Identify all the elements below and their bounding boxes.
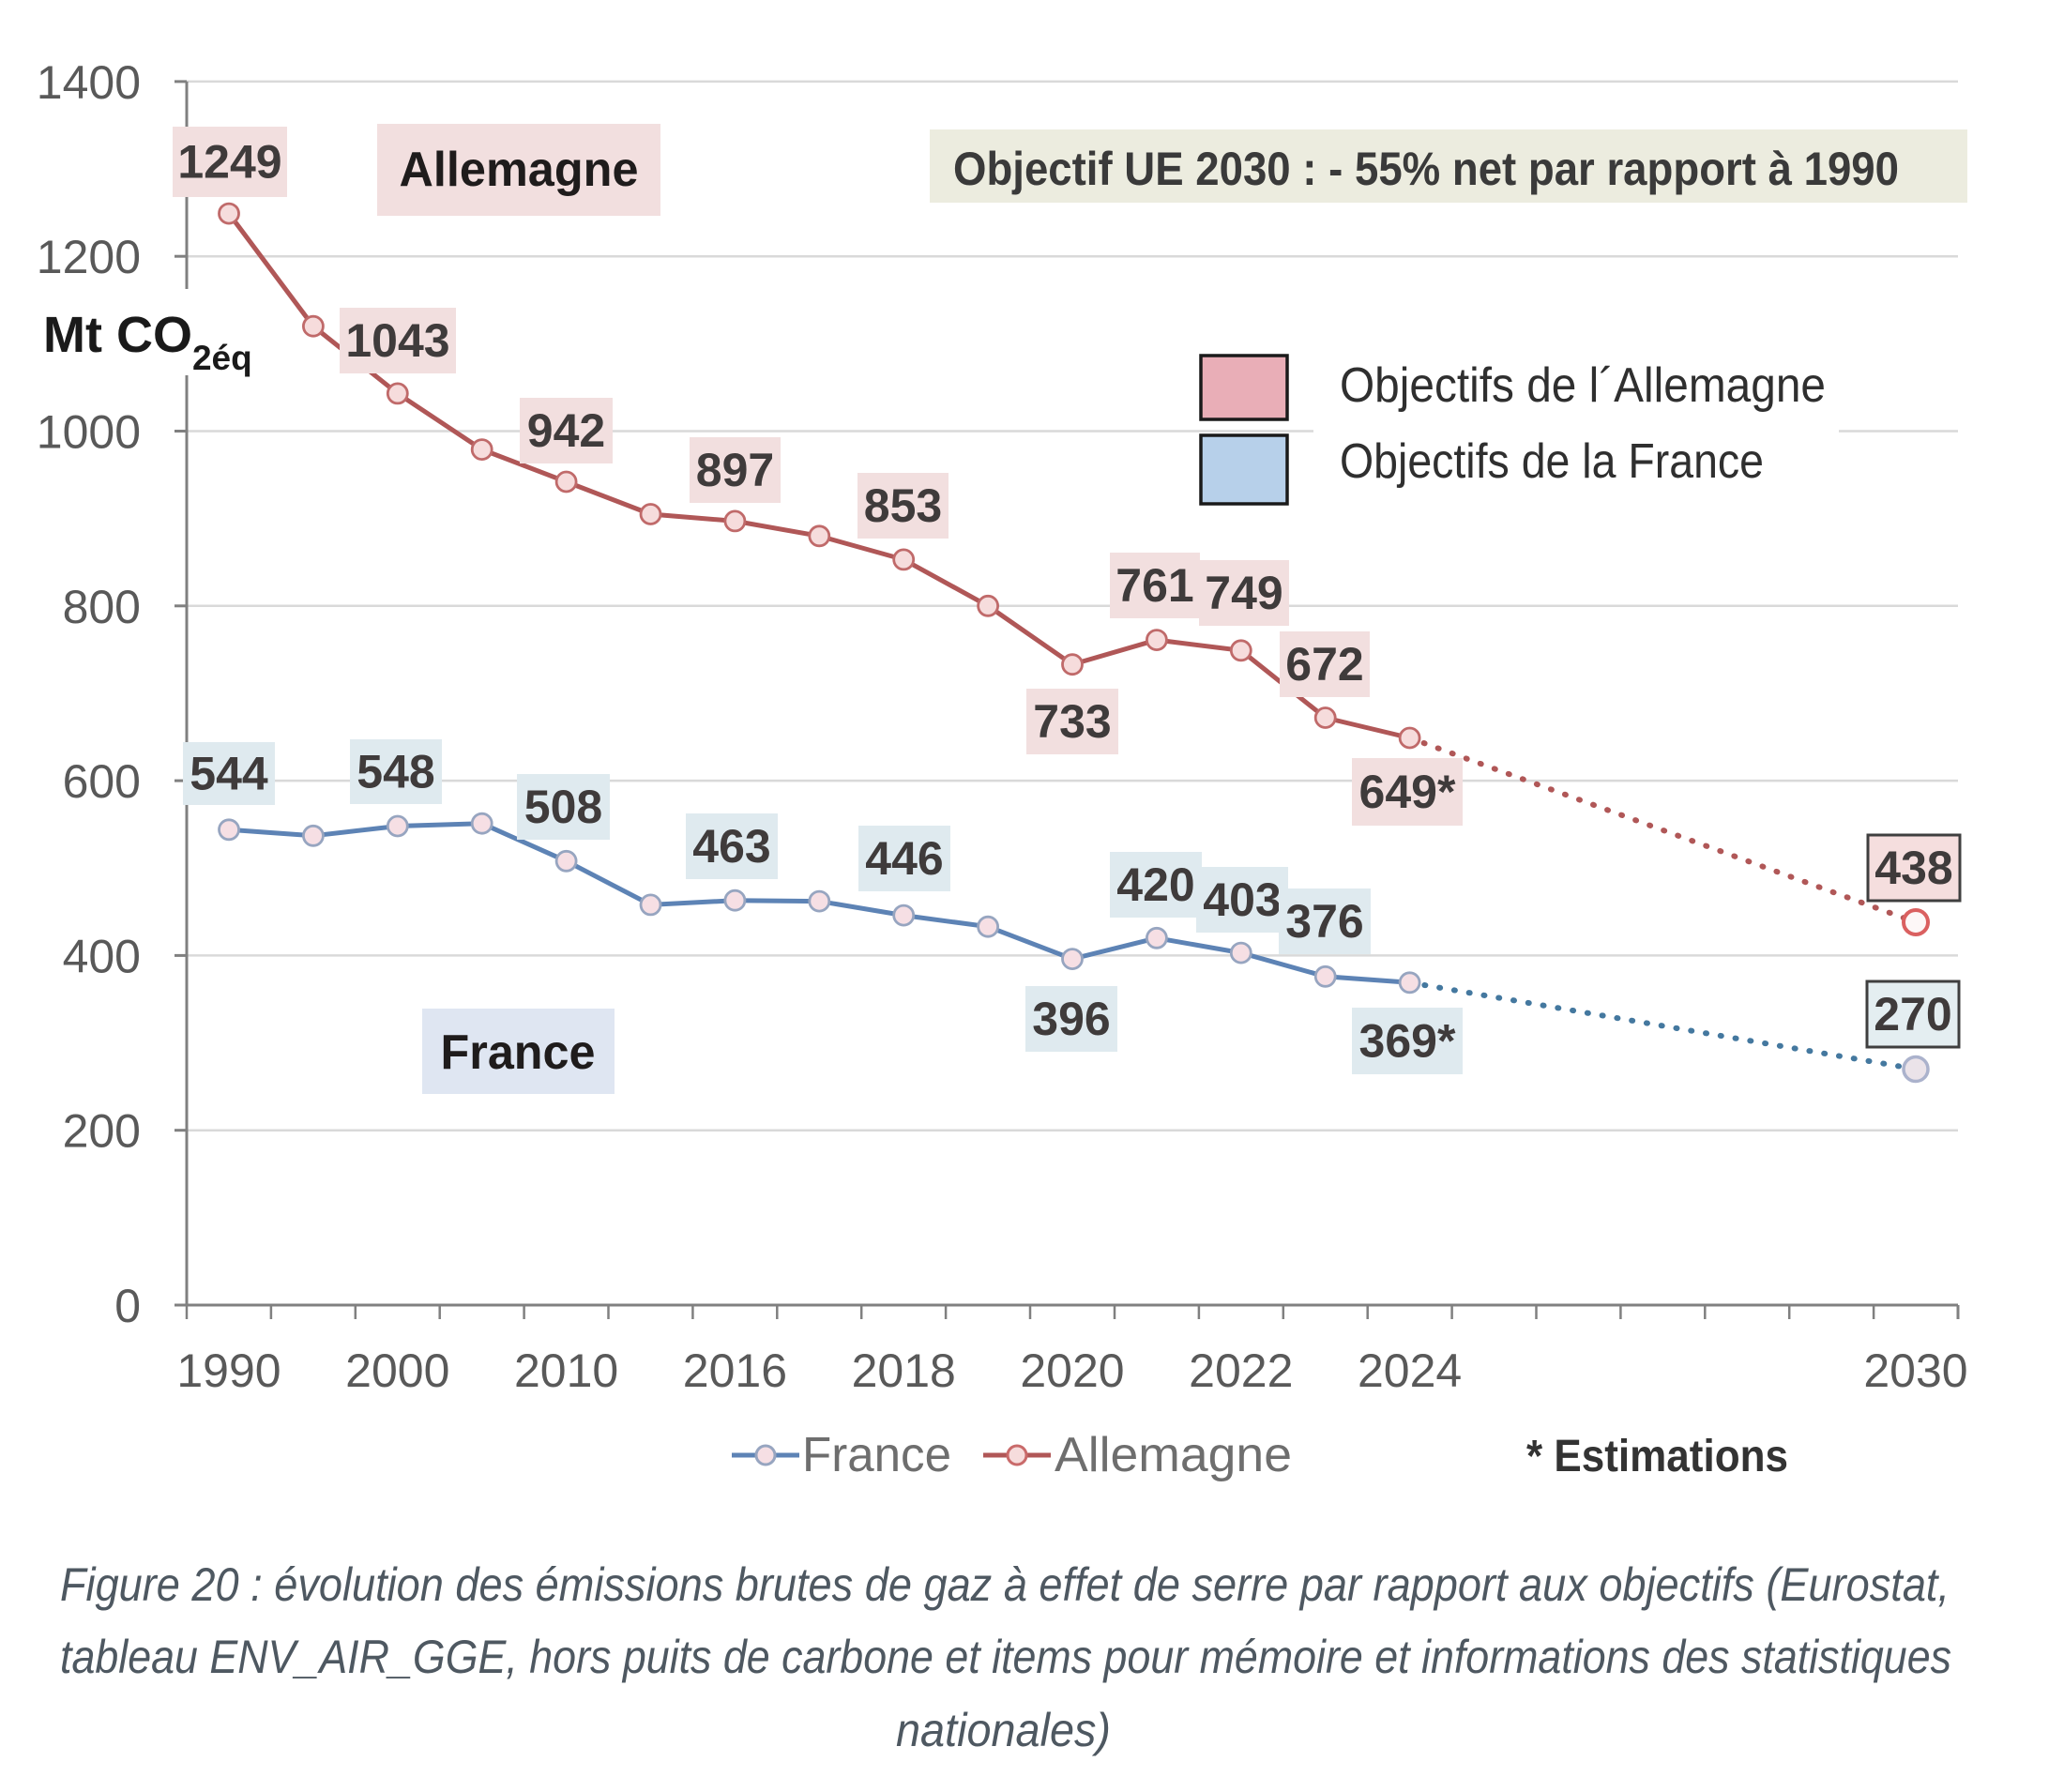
svg-text:438: 438 [1874,842,1952,894]
svg-text:544: 544 [190,748,268,800]
svg-text:800: 800 [63,581,141,633]
svg-text:761: 761 [1115,559,1193,612]
svg-text:2022: 2022 [1189,1344,1293,1397]
svg-text:Allemagne: Allemagne [400,143,639,197]
svg-text:Allemagne: Allemagne [1055,1428,1292,1482]
svg-text:376: 376 [1285,895,1363,948]
svg-text:France: France [802,1428,951,1482]
svg-text:2030: 2030 [1863,1344,1967,1397]
svg-text:Objectif UE 2030 : - 55% net p: Objectif UE 2030 : - 55% net par rapport… [953,143,1899,195]
svg-text:France: France [441,1025,596,1080]
svg-text:733: 733 [1033,695,1111,748]
svg-text:Objectifs de la France: Objectifs de la France [1340,434,1764,489]
svg-text:508: 508 [524,781,602,833]
svg-text:2020: 2020 [1020,1344,1124,1397]
svg-text:2016: 2016 [683,1344,787,1397]
svg-text:tableau ENV_AIR_GGE, hors puit: tableau ENV_AIR_GGE, hors puits de carbo… [60,1631,1951,1683]
svg-text:2024: 2024 [1358,1344,1462,1397]
svg-text:1990: 1990 [176,1344,281,1397]
svg-text:400: 400 [63,930,141,982]
svg-text:463: 463 [692,820,770,873]
svg-text:nationales): nationales) [896,1704,1111,1756]
svg-text:420: 420 [1116,858,1194,911]
svg-text:403: 403 [1203,873,1281,926]
svg-text:548: 548 [357,746,434,798]
svg-text:2000: 2000 [345,1344,449,1397]
svg-text:0: 0 [114,1280,141,1332]
svg-text:749: 749 [1205,567,1282,619]
svg-text:1200: 1200 [37,231,141,283]
svg-text:396: 396 [1032,993,1110,1045]
svg-text:2010: 2010 [514,1344,618,1397]
svg-text:200: 200 [63,1105,141,1158]
svg-text:270: 270 [1874,988,1951,1040]
svg-text:* Estimations: * Estimations [1526,1432,1788,1481]
svg-text:942: 942 [527,404,605,457]
svg-text:672: 672 [1285,638,1363,691]
svg-text:1000: 1000 [37,406,141,459]
svg-text:Objectifs de l´Allemagne: Objectifs de l´Allemagne [1340,358,1826,413]
svg-text:600: 600 [63,755,141,808]
svg-text:1249: 1249 [177,136,281,189]
svg-text:Figure 20 : évolution des émis: Figure 20 : évolution des émissions brut… [60,1558,1950,1611]
svg-text:1043: 1043 [345,314,449,367]
svg-text:853: 853 [864,479,942,532]
svg-text:446: 446 [865,832,943,885]
svg-text:369*: 369* [1359,1015,1456,1068]
svg-text:897: 897 [696,444,774,496]
svg-text:1400: 1400 [37,56,141,109]
svg-text:2018: 2018 [852,1344,956,1397]
svg-text:649*: 649* [1359,766,1456,818]
